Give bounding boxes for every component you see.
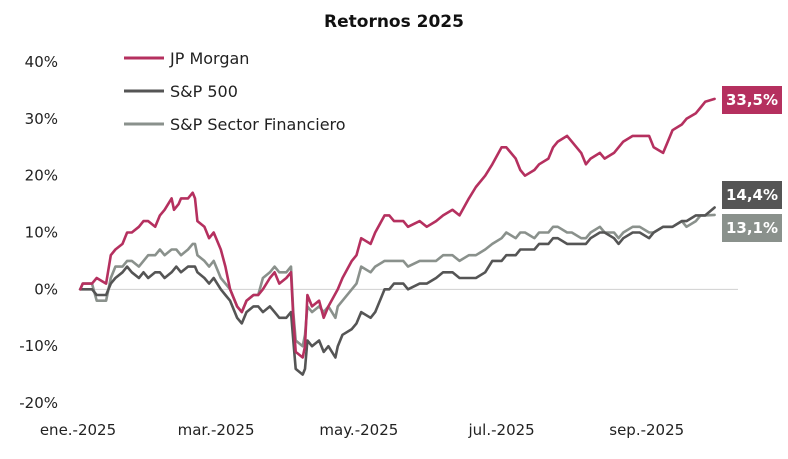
- end-label-badge: [722, 86, 782, 114]
- y-axis: 40% 30% 20% 10% 0% -10% -20%: [19, 53, 58, 412]
- series-line-jp-morgan: [79, 97, 716, 359]
- end-label-value: 33,5%: [726, 91, 778, 109]
- y-tick-label: 40%: [25, 53, 58, 71]
- legend-label: JP Morgan: [169, 49, 249, 68]
- y-tick-label: 30%: [25, 110, 58, 128]
- legend-label: S&P 500: [170, 82, 238, 101]
- x-tick-label: may.-2025: [319, 421, 398, 439]
- series-lines: [79, 97, 716, 376]
- series-line-s-p-500: [79, 206, 716, 376]
- y-tick-label: 10%: [25, 224, 58, 242]
- legend: JP Morgan S&P 500 S&P Sector Financiero: [124, 49, 346, 134]
- end-label-value: 14,4%: [726, 186, 778, 204]
- end-label-value: 13,1%: [726, 219, 778, 237]
- x-tick-label: jul.-2025: [468, 421, 535, 439]
- end-label-badge: [722, 214, 782, 242]
- y-tick-label: -10%: [19, 337, 58, 355]
- end-labels: 33,5% 14,4% 13,1%: [722, 86, 782, 242]
- x-tick-label: sep.-2025: [609, 421, 684, 439]
- x-tick-label: mar.-2025: [178, 421, 255, 439]
- legend-label: S&P Sector Financiero: [170, 115, 346, 134]
- y-tick-label: -20%: [19, 394, 58, 412]
- chart-title: Retornos 2025: [324, 12, 464, 32]
- series-line-s-p-sector-financiero: [79, 213, 716, 348]
- y-tick-label: 0%: [34, 280, 58, 298]
- y-tick-label: 20%: [25, 167, 58, 185]
- x-tick-label: ene.-2025: [40, 421, 116, 439]
- x-axis: ene.-2025 mar.-2025 may.-2025 jul.-2025 sep.…: [40, 421, 684, 439]
- end-label-badge: [722, 181, 782, 209]
